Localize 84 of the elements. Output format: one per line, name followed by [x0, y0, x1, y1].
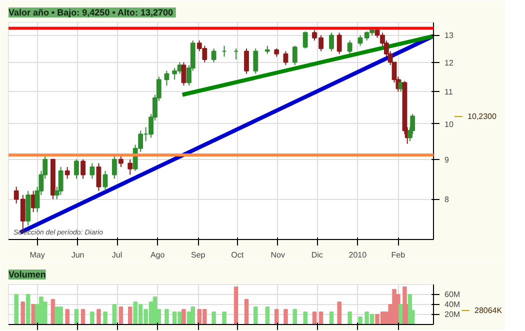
chart-title: Volumen	[8, 270, 46, 280]
candlestick	[128, 158, 133, 176]
candlestick	[336, 32, 342, 54]
x-tick-label: Nov	[270, 250, 286, 260]
candlestick	[74, 158, 79, 180]
x-tick-label: Jul	[112, 250, 122, 260]
candlestick	[112, 155, 117, 180]
candlestick	[347, 40, 352, 54]
candlestick	[244, 48, 249, 74]
candlestick	[292, 45, 298, 66]
bar	[348, 312, 352, 324]
bar	[234, 286, 238, 324]
bar	[58, 306, 63, 324]
candlestick	[172, 67, 178, 80]
bar	[182, 309, 186, 324]
bar	[50, 299, 56, 324]
text: 10,2300	[468, 112, 497, 122]
bar	[284, 309, 288, 324]
y-tick-label: 8	[444, 195, 450, 204]
y-tick-label: 11	[444, 88, 454, 97]
bar	[65, 309, 70, 324]
bar	[90, 312, 94, 324]
bar	[312, 312, 317, 324]
x-tick-label: May	[30, 250, 45, 260]
bar	[190, 306, 196, 324]
bar	[398, 304, 403, 324]
candlestick	[211, 48, 216, 63]
candlestick	[181, 62, 186, 86]
candlestick	[253, 48, 258, 74]
y-tick-label: 40M	[444, 300, 460, 309]
bar	[303, 312, 308, 324]
y-tick-label: 20M	[444, 310, 460, 319]
text: 28064K	[474, 306, 503, 315]
bar	[26, 294, 30, 324]
x-tick-label: 2010	[348, 250, 368, 260]
candlestick	[164, 70, 170, 86]
bar	[128, 306, 132, 324]
y-tick-label: 12	[444, 58, 454, 68]
bar	[152, 296, 158, 324]
bar	[222, 312, 226, 324]
bar	[112, 304, 117, 324]
bar	[244, 299, 249, 324]
bar	[74, 309, 79, 324]
bar	[164, 309, 169, 324]
bar	[103, 312, 108, 324]
candlestick	[302, 30, 308, 49]
candlestick	[96, 162, 102, 192]
bar	[274, 309, 279, 324]
bar	[337, 302, 342, 324]
candlestick	[64, 166, 70, 180]
bar	[358, 316, 362, 324]
x-tick-label: Ago	[150, 250, 166, 260]
bar	[96, 309, 101, 324]
candlestick	[58, 166, 64, 196]
bar	[212, 312, 216, 324]
bar	[14, 294, 18, 324]
bar	[39, 296, 44, 324]
bar	[292, 309, 298, 324]
candlestick	[102, 170, 108, 192]
bar	[254, 306, 258, 324]
bar	[80, 309, 86, 324]
bar	[118, 306, 124, 324]
candlestick	[90, 162, 95, 180]
chart-title: Valor año • Bajo: 9,4250 • Alto: 13,2700	[8, 8, 174, 18]
x-tick-label: Dic	[311, 250, 323, 260]
bar	[392, 289, 396, 324]
bar	[31, 304, 36, 324]
candlestick	[118, 155, 124, 168]
y-tick-label: 10	[444, 120, 454, 129]
y-tick-label: 13	[444, 31, 454, 40]
x-tick-label: Jun	[71, 250, 84, 260]
y-tick-label: 60M	[444, 290, 460, 299]
x-tick-label: Sep	[191, 250, 206, 260]
candlestick	[358, 34, 363, 46]
bar	[329, 312, 334, 324]
y-tick-label: 9	[444, 155, 450, 164]
candlestick	[80, 158, 86, 180]
x-tick-label: Feb	[391, 250, 406, 260]
candlestick	[329, 32, 334, 52]
x-tick-label: Oct	[231, 250, 244, 260]
bar	[265, 306, 270, 324]
candlestick	[283, 50, 288, 66]
bar	[20, 302, 26, 324]
bar	[318, 312, 324, 324]
